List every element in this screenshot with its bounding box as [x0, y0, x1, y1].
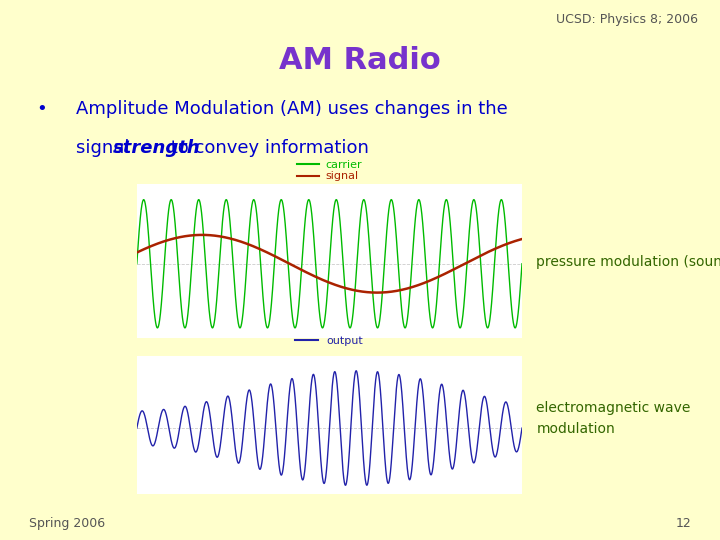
Text: Amplitude Modulation (AM) uses changes in the: Amplitude Modulation (AM) uses changes i…: [76, 100, 508, 118]
Text: Spring 2006: Spring 2006: [29, 517, 105, 530]
Text: UCSD: Physics 8; 2006: UCSD: Physics 8; 2006: [557, 14, 698, 26]
Text: strength: strength: [113, 139, 201, 157]
Text: to convey information: to convey information: [165, 139, 369, 157]
Text: •: •: [36, 100, 47, 118]
Text: signal: signal: [76, 139, 135, 157]
Text: pressure modulation (sound): pressure modulation (sound): [536, 255, 720, 269]
Text: AM Radio: AM Radio: [279, 46, 441, 75]
Legend: carrier, signal: carrier, signal: [293, 156, 366, 186]
Text: modulation: modulation: [536, 422, 615, 436]
Text: 12: 12: [675, 517, 691, 530]
Text: electromagnetic wave: electromagnetic wave: [536, 401, 690, 415]
Legend: output: output: [291, 332, 368, 350]
